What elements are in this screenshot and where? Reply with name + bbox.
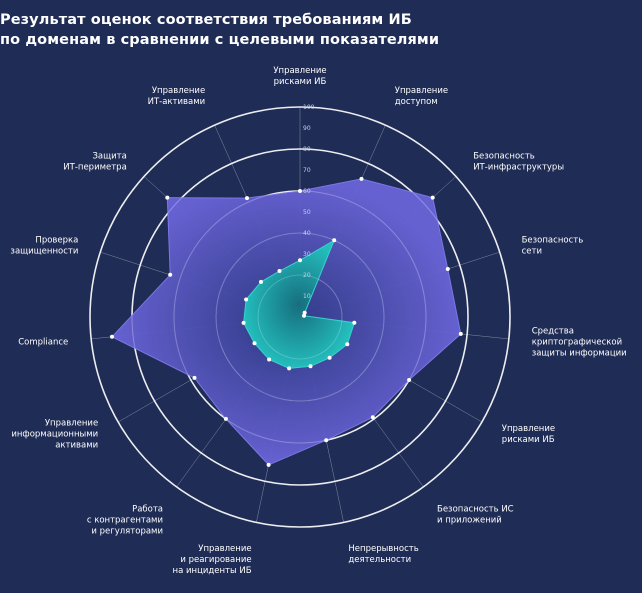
current-point-8 — [308, 364, 313, 369]
axis-label-4: Безопасность сети — [522, 236, 584, 257]
axis-label-3-line-2: ИТ-инфраструктуры — [473, 163, 564, 173]
tick-label-40: 40 — [303, 230, 311, 237]
current-point-15 — [277, 269, 282, 273]
current-point-14 — [259, 279, 263, 284]
axis-label-5-line-3: защиты информации — [532, 348, 627, 358]
target-point-2 — [359, 176, 364, 181]
axis-label-6-line-1: Управление — [502, 424, 555, 434]
current-point-4 — [302, 313, 306, 318]
current-point-2 — [332, 238, 337, 243]
tick-label-90: 90 — [303, 125, 311, 132]
target-point-7 — [370, 415, 375, 420]
target-point-13 — [168, 272, 173, 277]
current-point-13 — [244, 297, 249, 302]
target-point-5 — [458, 331, 463, 336]
current-point-12 — [241, 320, 246, 325]
chart-title: Результат оценок соответствия требования… — [0, 10, 560, 50]
axis-label-4-line-2: сети — [522, 247, 542, 257]
tick-label-30: 30 — [303, 251, 311, 258]
axis-label-14: Защита ИТ-периметра — [63, 152, 127, 173]
grid-overlay-circle-40 — [215, 232, 385, 402]
target-point-14 — [165, 195, 170, 200]
axis-label-5: Средства криптографической защиты информац… — [532, 326, 627, 358]
tick-label-70: 70 — [303, 167, 311, 174]
target-point-3 — [430, 195, 435, 200]
axis-label-11: Управление информационными активами — [11, 419, 98, 451]
current-point-5 — [352, 320, 357, 325]
axis-label-8-line-1: Непрерывность — [348, 544, 418, 554]
target-point-10 — [223, 416, 228, 421]
target-point-1 — [298, 189, 302, 193]
axis-label-11-line-2: информационными — [11, 430, 98, 440]
target-point-11 — [192, 375, 197, 380]
tick-label-10: 10 — [303, 293, 311, 300]
axis-label-1-line-1: Управление — [273, 66, 326, 76]
axis-label-1-line-2: рисками ИБ — [274, 77, 327, 87]
target-point-6 — [407, 378, 412, 382]
axis-label-2: Управление доступом — [395, 86, 448, 107]
axis-label-6: Управление рисками ИБ — [502, 424, 555, 445]
tick-label-20: 20 — [303, 272, 311, 279]
axis-label-3-line-1: Безопасность — [473, 152, 535, 162]
axis-label-2-line-2: доступом — [395, 97, 438, 107]
axis-label-6-line-2: рисками ИБ — [502, 435, 555, 445]
axis-label-14-line-1: Защита — [92, 152, 126, 162]
target-point-8 — [324, 438, 329, 443]
axis-label-7-line-2: и приложений — [437, 516, 502, 526]
target-point-15 — [245, 196, 249, 201]
current-point-9 — [287, 366, 292, 371]
axis-label-15-line-1: Управление — [152, 86, 205, 96]
axis-label-13: Проверка защищенности — [10, 236, 78, 257]
axis-label-10-line-3: и регуляторами — [91, 527, 163, 537]
current-point-1 — [298, 258, 302, 263]
axis-label-1: Управление рисками ИБ — [273, 66, 326, 87]
axis-label-12: Compliance — [18, 337, 68, 347]
axis-label-10-line-2: с контрагентами — [87, 516, 163, 526]
axis-label-7-line-1: Безопасность ИС — [437, 505, 514, 515]
tick-label-50: 50 — [303, 209, 311, 216]
target-point-4 — [445, 267, 450, 271]
grid-overlay-circle-80 — [131, 148, 469, 486]
chart-title-line-1: Результат оценок соответствия требования… — [0, 12, 412, 28]
axis-label-8: Непрерывность деятельности — [348, 544, 418, 565]
grid-overlay-circle-20 — [257, 274, 343, 360]
axis-label-11-line-3: активами — [55, 441, 98, 451]
axis-label-13-line-2: защищенности — [10, 247, 78, 257]
axis-label-15-line-2: ИТ-активами — [148, 97, 206, 107]
current-point-7 — [327, 355, 332, 360]
target-point-9 — [266, 462, 271, 467]
axis-label-9: Управление и реагирование на инциденты ИБ — [173, 544, 252, 576]
target-point-12 — [110, 334, 114, 339]
axis-label-7: Безопасность ИС и приложений — [437, 505, 514, 526]
grid-circle-100 — [89, 106, 511, 528]
tick-label-100: 100 — [303, 104, 315, 111]
tick-label-60: 60 — [303, 188, 311, 195]
axis-label-14-line-2: ИТ-периметра — [63, 163, 127, 173]
axis-label-5-line-2: криптографической — [532, 337, 622, 347]
axis-label-8-line-2: деятельности — [348, 555, 411, 565]
tick-label-80: 80 — [303, 146, 311, 153]
axis-label-9-line-3: на инциденты ИБ — [173, 566, 252, 576]
axis-label-10: Работа с контрагентами и регуляторами — [87, 505, 163, 537]
current-point-11 — [252, 341, 257, 346]
axis-label-3: Безопасность ИТ-инфраструктуры — [473, 152, 564, 173]
axis-label-13-line-1: Проверка — [35, 236, 78, 246]
axis-label-10-line-1: Работа — [132, 505, 163, 515]
axis-label-9-line-1: Управление — [198, 544, 251, 554]
chart-title-line-2: по доменам в сравнении с целевыми показа… — [0, 32, 440, 48]
grid-overlay-circle-100 — [89, 106, 511, 528]
axis-label-11-line-1: Управление — [45, 419, 98, 429]
axis-label-15: Управление ИТ-активами — [148, 86, 206, 107]
axis-label-5-line-1: Средства — [532, 326, 574, 336]
current-point-6 — [345, 342, 350, 347]
axis-label-4-line-1: Безопасность — [522, 236, 584, 246]
axis-label-2-line-1: Управление — [395, 86, 448, 96]
axis-label-9-line-2: и реагирование — [180, 555, 251, 565]
axis-label-12-line-1: Compliance — [18, 337, 68, 347]
current-point-10 — [267, 357, 272, 362]
